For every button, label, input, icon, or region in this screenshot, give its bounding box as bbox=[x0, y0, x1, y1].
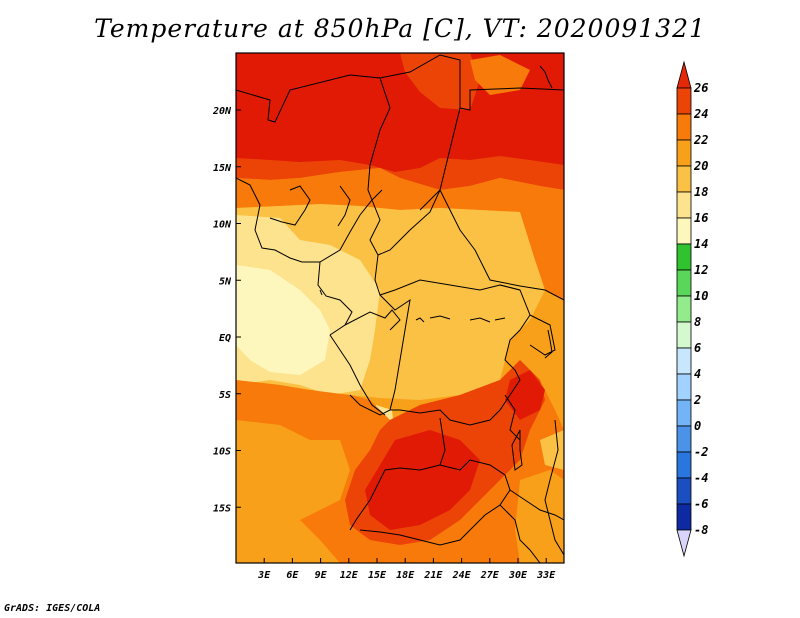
colorbar-label: 4 bbox=[694, 367, 701, 381]
colorbar-label: 16 bbox=[694, 211, 708, 225]
colorbar-swatch bbox=[676, 217, 692, 245]
colorbar-label: 18 bbox=[694, 185, 708, 199]
lon-tick-label: 15E bbox=[368, 570, 387, 581]
colorbar-swatch bbox=[676, 451, 692, 479]
lon-tick-label: 30E bbox=[508, 570, 528, 581]
lat-tick-label: 5S bbox=[219, 390, 231, 401]
lat-tick-label: 5N bbox=[219, 276, 232, 287]
map-frame bbox=[235, 52, 565, 564]
colorbar-swatch bbox=[676, 139, 692, 167]
longitude-axis: 3E 6E 9E 12E 15E 18E 21E 24E 27E 30E 33E bbox=[257, 558, 556, 581]
lat-tick-label: 15S bbox=[213, 503, 231, 514]
colorbar-label: -6 bbox=[694, 497, 708, 511]
colorbar-swatch bbox=[676, 347, 692, 375]
lat-tick-label: 10S bbox=[213, 447, 231, 458]
lon-tick-label: 27E bbox=[480, 570, 500, 581]
colorbar-high-arrow bbox=[676, 60, 692, 89]
lat-tick-label: EQ bbox=[219, 333, 231, 344]
lon-tick-label: 18E bbox=[396, 570, 415, 581]
latitude-axis: 20N 15N 10N 5N EQ 5S 10S 15S bbox=[212, 106, 241, 514]
lat-tick-label: 10N bbox=[213, 220, 232, 231]
colorbar-low-arrow bbox=[676, 529, 692, 558]
temperature-field bbox=[236, 53, 564, 563]
colorbar-swatch bbox=[676, 477, 692, 505]
colorbar-swatch bbox=[676, 373, 692, 401]
colorbar-label: 6 bbox=[694, 341, 701, 355]
lon-tick-label: 3E bbox=[257, 570, 271, 581]
colorbar-label: 14 bbox=[694, 237, 708, 251]
colorbar-label: 24 bbox=[693, 107, 708, 121]
lon-tick-label: 9E bbox=[315, 570, 328, 581]
colorbar-label: 22 bbox=[693, 133, 708, 147]
colorbar-label: -8 bbox=[694, 523, 708, 537]
lat-tick-label: 20N bbox=[212, 106, 232, 117]
colorbar-swatch bbox=[676, 321, 692, 349]
colorbar-label: 2 bbox=[693, 393, 701, 407]
lon-tick-label: 24E bbox=[452, 570, 472, 581]
colorbar-swatch bbox=[676, 243, 692, 271]
colorbar-swatch bbox=[676, 269, 692, 297]
colorbar-swatch bbox=[676, 425, 692, 453]
map-title: Temperature at 850hPa [C], VT: 202009132… bbox=[94, 14, 706, 43]
colorbar-swatch bbox=[676, 399, 692, 427]
colorbar-label: 20 bbox=[693, 159, 708, 173]
colorbar-label: -2 bbox=[694, 445, 708, 459]
lat-tick-label: 15N bbox=[213, 163, 232, 174]
colorbar-swatch bbox=[676, 191, 692, 219]
colorbar-label: 10 bbox=[694, 289, 708, 303]
colorbar-label: 0 bbox=[694, 419, 701, 433]
lon-tick-label: 12E bbox=[340, 570, 359, 581]
lon-tick-label: 6E bbox=[286, 570, 299, 581]
grads-credit: GrADS: IGES/COLA bbox=[4, 603, 101, 614]
colorbar-swatch bbox=[676, 295, 692, 323]
colorbar-label: 26 bbox=[693, 81, 708, 95]
colorbar-label: -4 bbox=[694, 471, 708, 485]
colorbar-swatch bbox=[676, 503, 692, 531]
colorbar-swatch bbox=[676, 87, 692, 115]
lon-tick-label: 21E bbox=[423, 570, 443, 581]
colorbar-swatch bbox=[676, 113, 692, 141]
colorbar-label: 12 bbox=[694, 263, 708, 277]
colorbar-label: 8 bbox=[694, 315, 701, 329]
lon-tick-label: 33E bbox=[536, 570, 556, 581]
colorbar-swatch bbox=[676, 165, 692, 193]
map-borders bbox=[236, 54, 564, 563]
